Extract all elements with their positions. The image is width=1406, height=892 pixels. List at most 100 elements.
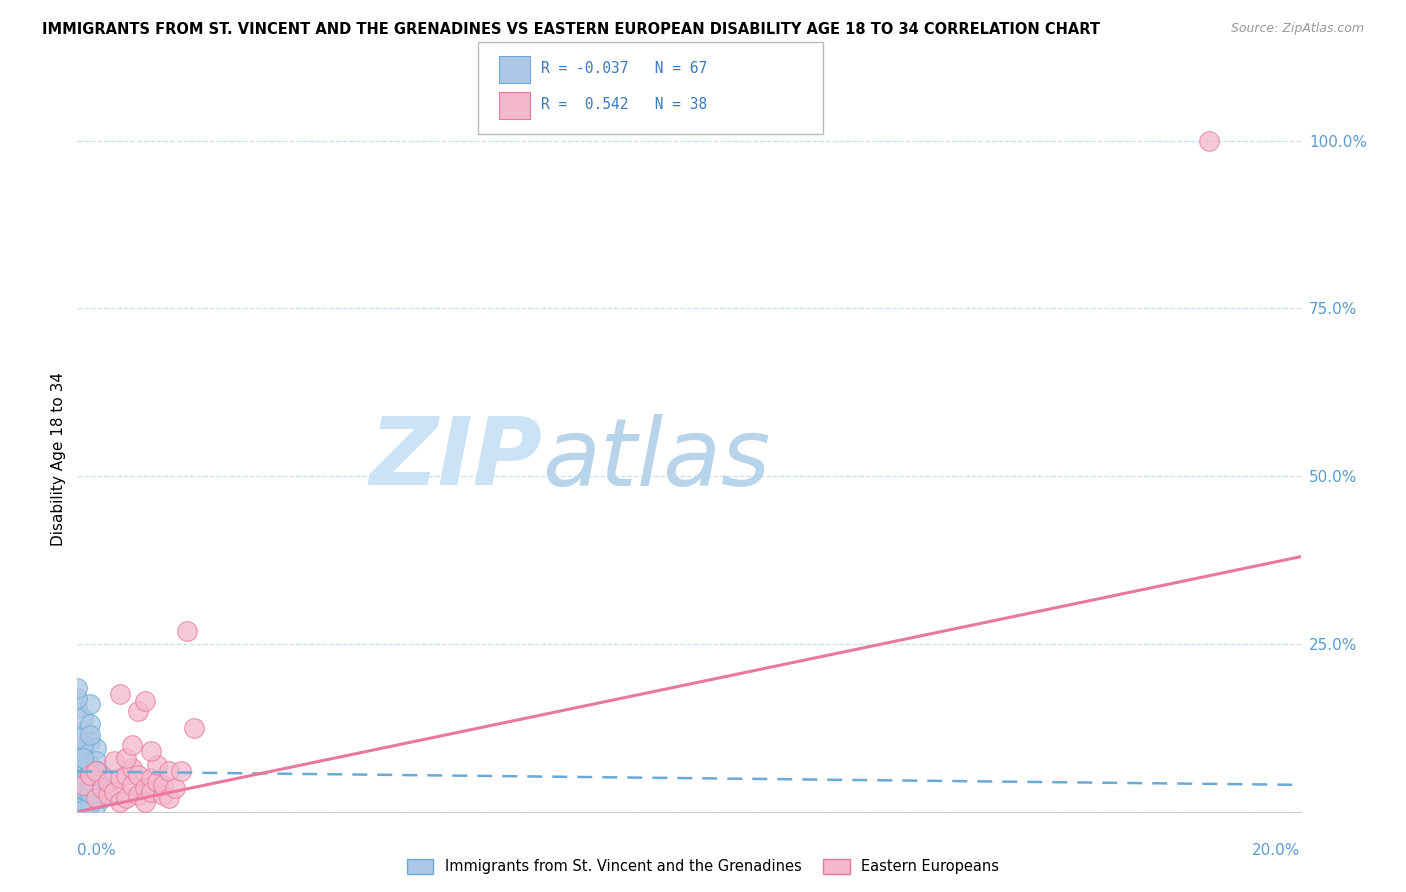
Point <box>72 738 94 752</box>
Point <box>1198 134 1220 148</box>
Point <box>72 724 94 739</box>
Text: 0.0%: 0.0% <box>77 844 117 858</box>
Point <box>103 784 125 798</box>
Point <box>79 797 101 811</box>
Point <box>115 751 138 765</box>
Point <box>108 687 131 701</box>
Point <box>103 755 125 769</box>
Point <box>90 768 112 782</box>
Point <box>66 771 89 785</box>
Point <box>72 788 94 802</box>
Point <box>72 771 94 785</box>
Text: R = -0.037   N = 67: R = -0.037 N = 67 <box>541 62 707 76</box>
Point <box>121 761 143 775</box>
Point <box>66 781 89 796</box>
Point <box>152 778 174 792</box>
Point <box>66 778 89 792</box>
Point <box>152 788 174 802</box>
Point <box>66 757 89 772</box>
Point <box>79 761 101 775</box>
Point <box>90 791 112 805</box>
Point <box>108 771 131 785</box>
Point <box>157 764 180 779</box>
Point <box>134 694 156 708</box>
Point <box>79 771 101 785</box>
Point <box>66 792 89 806</box>
Point <box>90 781 112 796</box>
Point <box>66 784 89 798</box>
Point <box>121 778 143 792</box>
Text: ZIP: ZIP <box>370 413 543 506</box>
Point <box>134 795 156 809</box>
Point <box>79 791 101 805</box>
Point <box>84 764 107 779</box>
Y-axis label: Disability Age 18 to 34: Disability Age 18 to 34 <box>51 372 66 547</box>
Point <box>128 788 150 802</box>
Point <box>146 774 169 789</box>
Point <box>66 788 89 802</box>
Point <box>134 781 156 796</box>
Point <box>72 768 94 782</box>
Point <box>79 786 101 800</box>
Point <box>79 757 101 772</box>
Point <box>72 764 94 779</box>
Point <box>72 747 94 762</box>
Point <box>66 801 89 815</box>
Point <box>115 791 138 805</box>
Point <box>84 797 107 812</box>
Point <box>72 744 94 758</box>
Text: 20.0%: 20.0% <box>1253 844 1301 858</box>
Point <box>72 761 94 775</box>
Point <box>90 778 112 792</box>
Text: Source: ZipAtlas.com: Source: ZipAtlas.com <box>1230 22 1364 36</box>
Point <box>84 788 107 802</box>
Point <box>79 784 101 798</box>
Point <box>176 624 198 638</box>
Point <box>79 795 101 809</box>
Point <box>170 764 193 779</box>
Point <box>97 788 120 802</box>
Point <box>66 731 89 745</box>
Point <box>79 779 101 793</box>
Point <box>66 791 89 805</box>
Point <box>128 704 150 718</box>
Point <box>84 764 107 779</box>
Point <box>72 781 94 796</box>
Point <box>84 755 107 769</box>
Point <box>84 741 107 756</box>
Point <box>79 768 101 782</box>
Point <box>79 717 101 731</box>
Point <box>97 774 120 789</box>
Point <box>165 781 187 796</box>
Point <box>66 751 89 765</box>
Point <box>72 797 94 812</box>
Legend: Immigrants from St. Vincent and the Grenadines, Eastern Europeans: Immigrants from St. Vincent and the Gren… <box>401 853 1005 880</box>
Point <box>139 771 162 785</box>
Point <box>72 751 94 765</box>
Point <box>72 755 94 769</box>
Text: R =  0.542   N = 38: R = 0.542 N = 38 <box>541 97 707 112</box>
Point <box>72 795 94 809</box>
Point <box>66 690 89 705</box>
Point <box>66 795 89 809</box>
Point <box>72 774 94 789</box>
Point <box>66 700 89 714</box>
Point <box>72 789 94 804</box>
Point <box>72 774 94 789</box>
Text: atlas: atlas <box>543 414 770 505</box>
Point <box>108 795 131 809</box>
Point <box>146 757 169 772</box>
Point <box>157 791 180 805</box>
Point <box>84 791 107 805</box>
Point <box>84 784 107 798</box>
Point <box>72 799 94 814</box>
Text: IMMIGRANTS FROM ST. VINCENT AND THE GRENADINES VS EASTERN EUROPEAN DISABILITY AG: IMMIGRANTS FROM ST. VINCENT AND THE GREN… <box>42 22 1099 37</box>
Point <box>72 791 94 805</box>
Point <box>66 774 89 789</box>
Point <box>79 698 101 712</box>
Point <box>72 784 94 798</box>
Point <box>84 774 107 789</box>
Point <box>79 727 101 741</box>
Point <box>72 761 94 775</box>
Point <box>79 778 101 792</box>
